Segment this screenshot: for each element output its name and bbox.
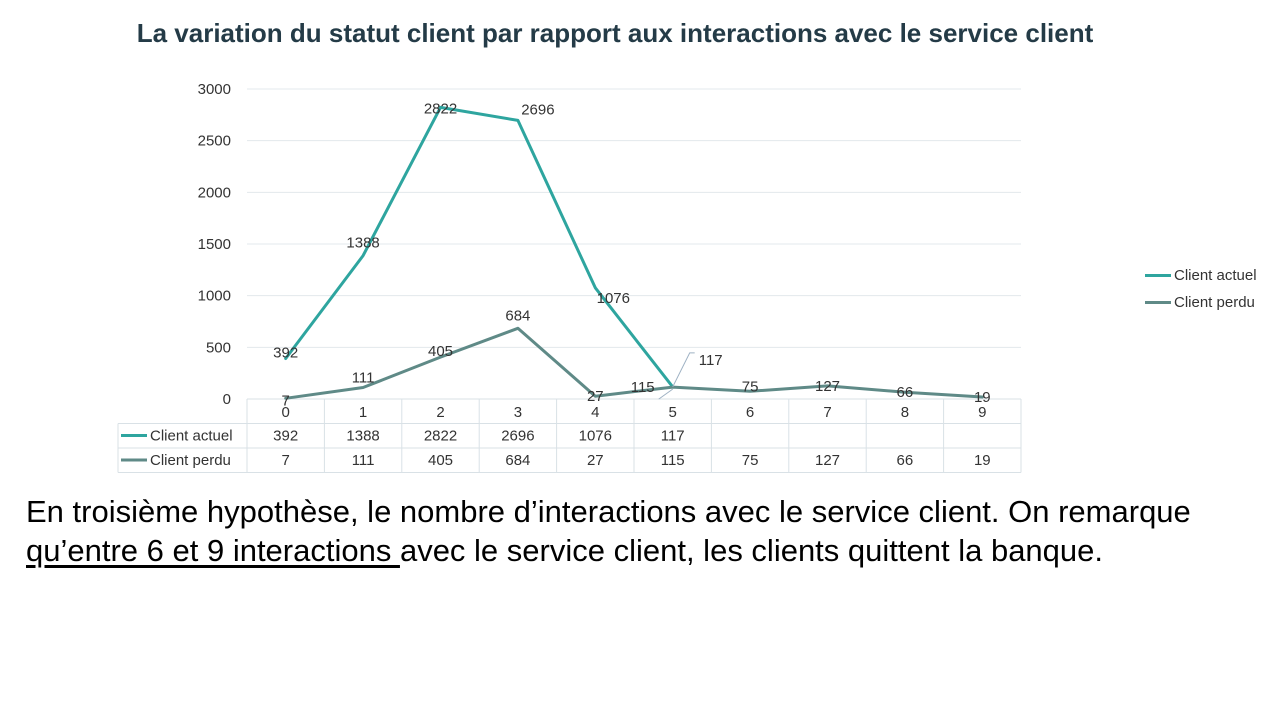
x-tick-label: 6 [746, 404, 754, 421]
legend-label-client-perdu: Client perdu [1174, 294, 1255, 311]
data-labels: 392 1388 2822 2696 1076 117 7 111 405 684 27 115 75 1… [273, 100, 990, 409]
data-label: 127 [815, 378, 840, 395]
body-text-end: avec le service client, les clients quit… [399, 533, 1104, 568]
body-text-underlined: qu’entre 6 et 9 interactions [26, 533, 400, 568]
table-cell-value: 392 [273, 428, 298, 445]
table-cell-value: 1076 [579, 428, 612, 445]
data-label: 115 [631, 379, 655, 396]
y-tick-label: 1000 [198, 288, 231, 305]
data-label: 2822 [424, 100, 457, 117]
table-cell-value: 405 [428, 452, 453, 469]
x-tick-label: 2 [436, 404, 444, 421]
series-lines [284, 105, 984, 400]
legend-item-client-perdu: Client perdu [1145, 289, 1257, 316]
data-label: 117 [699, 352, 723, 369]
table-cell-value: 684 [505, 452, 530, 469]
y-tick-label: 500 [206, 339, 231, 356]
label-leader-line [658, 388, 673, 400]
table-cell-value: 27 [587, 452, 604, 469]
slide-body-text: En troisième hypothèse, le nombre d’inte… [26, 492, 1261, 570]
table-cell-value: 115 [661, 452, 685, 469]
x-tick-label: 8 [901, 404, 909, 421]
x-tick-label: 3 [514, 404, 522, 421]
table-cell-value: 117 [661, 428, 685, 445]
label-leader-line [672, 352, 695, 388]
table-cell-value: 111 [352, 452, 375, 469]
data-table: 0 1 2 3 4 5 6 7 8 9 Client actuel 392 1388 2822 2696 10… [117, 398, 1022, 473]
x-tick-label: 1 [359, 404, 367, 421]
data-label: 27 [587, 388, 604, 405]
data-label: 1076 [597, 290, 630, 307]
data-label: 2696 [521, 101, 554, 118]
data-label: 66 [897, 384, 914, 401]
y-tick-label: 2000 [198, 184, 231, 201]
chart-title: La variation du statut client par rappor… [136, 18, 1094, 48]
y-tick-label: 2500 [198, 133, 231, 150]
legend-label-client-actuel: Client actuel [1174, 267, 1257, 284]
data-label: 111 [352, 370, 375, 387]
table-cell-value: 7 [282, 452, 290, 469]
table-cell-value: 2696 [501, 428, 534, 445]
x-tick-label: 7 [823, 404, 831, 421]
chart-legend: Client actuel Client perdu [1145, 262, 1257, 316]
table-cell-value: 2822 [424, 428, 457, 445]
y-tick-label: 3000 [198, 81, 231, 98]
table-cell-value: 127 [815, 452, 840, 469]
table-row-label: Client actuel [150, 428, 233, 445]
table-cell-value: 66 [897, 452, 914, 469]
table-cell-value: 1388 [346, 428, 379, 445]
x-tick-label: 0 [282, 404, 290, 421]
series-line [284, 326, 984, 400]
legend-swatch-client-perdu [1145, 301, 1171, 304]
data-label: 19 [974, 389, 991, 406]
gridlines [247, 88, 1021, 348]
data-label: 7 [282, 392, 290, 409]
data-label: 1388 [346, 235, 379, 252]
y-axis: 0 500 1000 1500 2000 2500 3000 [198, 81, 231, 408]
x-tick-label: 9 [978, 404, 986, 421]
series-line [284, 105, 675, 389]
data-label: 392 [273, 344, 298, 361]
table-cell-value: 75 [742, 452, 759, 469]
data-label: 75 [742, 378, 759, 395]
x-tick-label: 5 [669, 404, 677, 421]
data-label: 405 [428, 343, 453, 360]
body-text-intro: En troisième hypothèse, le nombre d’inte… [26, 494, 1191, 529]
x-tick-label: 4 [591, 404, 599, 421]
legend-swatch-client-actuel [1145, 274, 1171, 277]
y-tick-label: 1500 [198, 236, 231, 253]
table-cell-value: 19 [974, 452, 991, 469]
y-tick-label: 0 [223, 391, 231, 408]
table-row-label: Client perdu [150, 452, 231, 469]
data-label: 684 [505, 307, 530, 324]
legend-item-client-actuel: Client actuel [1145, 262, 1257, 289]
